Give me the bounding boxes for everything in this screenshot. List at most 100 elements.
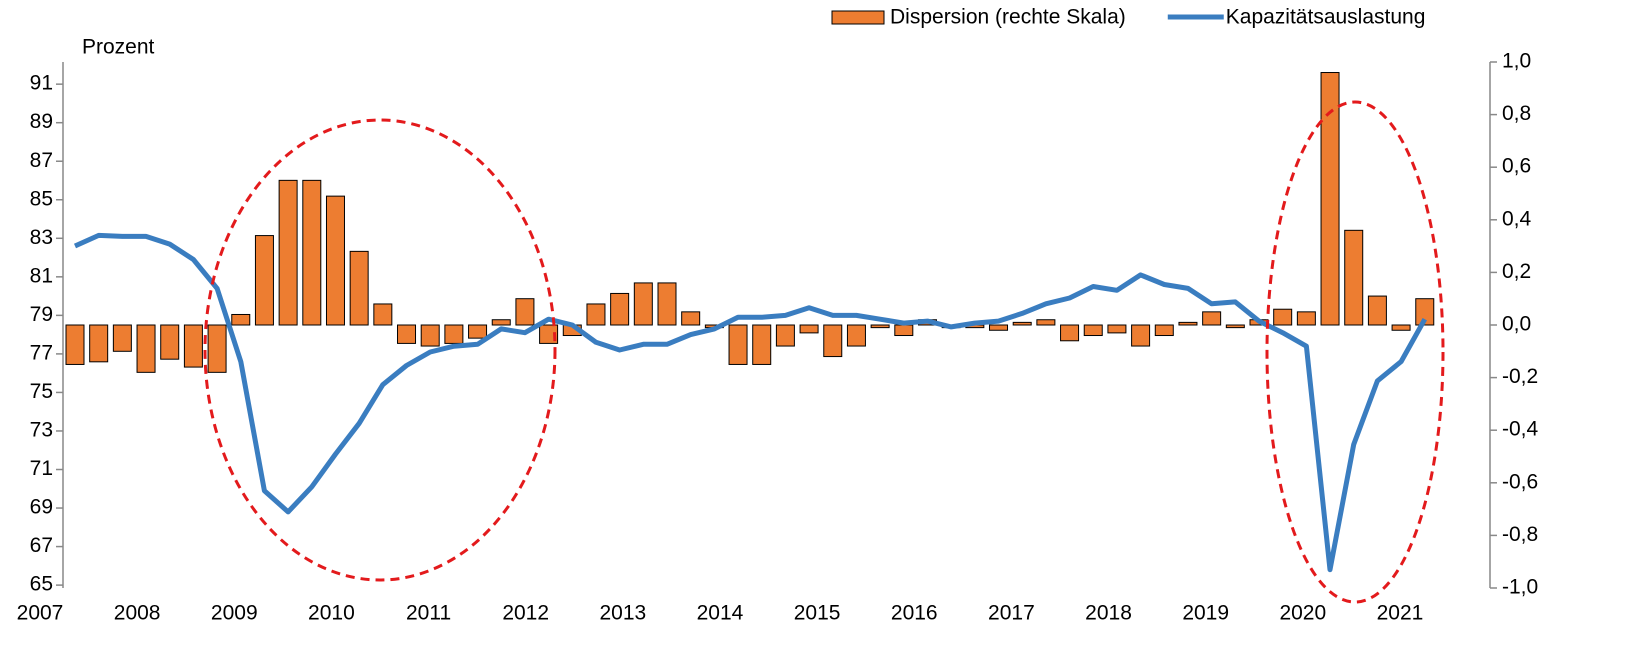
y2-tick-label: 0,4 <box>1502 207 1532 230</box>
x-tick-label: 2010 <box>308 602 355 625</box>
bar <box>1107 324 1127 334</box>
x-tick-label: 2016 <box>891 602 938 625</box>
y-tick-label: 81 <box>30 264 53 287</box>
bar <box>112 324 132 352</box>
y2-tick-label: 0,6 <box>1502 155 1531 178</box>
bar <box>444 324 464 344</box>
bar <box>799 324 819 334</box>
x-tick-label: 2018 <box>1085 602 1132 625</box>
x-tick-label: 2007 <box>17 602 64 625</box>
bar <box>1344 229 1364 326</box>
bar <box>160 324 180 360</box>
y-tick-label: 71 <box>30 457 53 480</box>
y2-tick-label: 0,8 <box>1502 102 1531 125</box>
bar <box>373 303 393 326</box>
bar <box>325 195 345 326</box>
y2-tick-label: -0,8 <box>1502 523 1538 546</box>
bar <box>231 313 251 326</box>
bar <box>894 324 914 337</box>
x-tick-label: 2017 <box>988 602 1035 625</box>
bar <box>1225 324 1245 329</box>
bar <box>65 324 85 365</box>
y-tick-label: 65 <box>30 573 53 596</box>
bar <box>728 324 748 365</box>
bar <box>468 324 488 339</box>
bar <box>1131 324 1151 347</box>
legend-label: Dispersion (rechte Skala) <box>890 6 1126 29</box>
bar <box>420 324 440 347</box>
y-tick-label: 69 <box>30 496 53 519</box>
y2-tick-label: -0,2 <box>1502 365 1538 388</box>
y-tick-label: 79 <box>30 303 53 326</box>
y-tick-label: 77 <box>30 341 53 364</box>
bar <box>610 292 630 326</box>
x-tick-label: 2019 <box>1182 602 1229 625</box>
y2-tick-label: -1,0 <box>1502 576 1538 599</box>
x-tick-label: 2008 <box>114 602 161 625</box>
bar <box>539 324 559 344</box>
bar <box>775 324 795 347</box>
y-tick-label: 75 <box>30 380 53 403</box>
x-tick-label: 2020 <box>1279 602 1326 625</box>
bar <box>823 324 843 358</box>
bar <box>633 282 653 326</box>
bar <box>515 298 535 326</box>
y-tick-label: 73 <box>30 419 53 442</box>
plot-area <box>65 72 1435 573</box>
bar <box>1273 308 1293 326</box>
bar <box>989 324 1009 331</box>
bar <box>207 324 227 373</box>
bar <box>752 324 772 365</box>
y-tick-label: 83 <box>30 226 53 249</box>
x-tick-label: 2014 <box>697 602 744 625</box>
bar <box>491 319 511 326</box>
bar <box>278 179 298 326</box>
bar <box>1178 321 1198 326</box>
bar <box>586 303 606 326</box>
bar <box>1320 72 1340 326</box>
x-tick-label: 2012 <box>502 602 549 625</box>
highlight-ellipse <box>1265 100 1445 604</box>
bar <box>349 250 369 326</box>
y2-tick-label: 1,0 <box>1502 50 1531 73</box>
x-tick-label: 2011 <box>406 602 451 625</box>
y2-tick-label: -0,4 <box>1502 418 1539 441</box>
bar <box>1415 298 1435 326</box>
bar <box>1060 324 1080 342</box>
y2-tick-label: -0,6 <box>1502 470 1538 493</box>
bar <box>254 235 274 326</box>
y-tick-label: 87 <box>30 149 53 172</box>
x-tick-label: 2013 <box>599 602 646 625</box>
bar <box>89 324 109 363</box>
highlight-ellipse <box>203 118 557 582</box>
line <box>73 232 1427 573</box>
bar <box>302 179 322 326</box>
bar <box>136 324 156 373</box>
legend-item: Dispersion (rechte Skala) <box>831 6 1126 29</box>
bar <box>681 311 701 326</box>
legend-swatch <box>831 10 885 25</box>
x-tick-label: 2021 <box>1377 602 1424 625</box>
bar <box>870 324 890 329</box>
bar <box>1367 295 1387 326</box>
bar <box>183 324 203 368</box>
legend-item: Kapazitätsauslastung <box>1167 6 1426 29</box>
y2-tick-label: 0,2 <box>1502 260 1531 283</box>
y-tick-label: 89 <box>30 110 53 133</box>
y-axis-label: Prozent <box>82 36 155 59</box>
bar <box>397 324 417 344</box>
bar <box>1391 324 1411 331</box>
bar <box>1083 324 1103 337</box>
bar <box>657 282 677 326</box>
bar <box>1036 319 1056 326</box>
y2-tick-label: 0,0 <box>1502 313 1531 336</box>
bar <box>1012 321 1032 326</box>
legend-label: Kapazitätsauslastung <box>1226 6 1426 29</box>
bar <box>1202 311 1222 326</box>
bar <box>1296 311 1316 326</box>
y-tick-label: 91 <box>30 72 53 95</box>
y-tick-label: 85 <box>30 187 53 210</box>
bar <box>1154 324 1174 337</box>
